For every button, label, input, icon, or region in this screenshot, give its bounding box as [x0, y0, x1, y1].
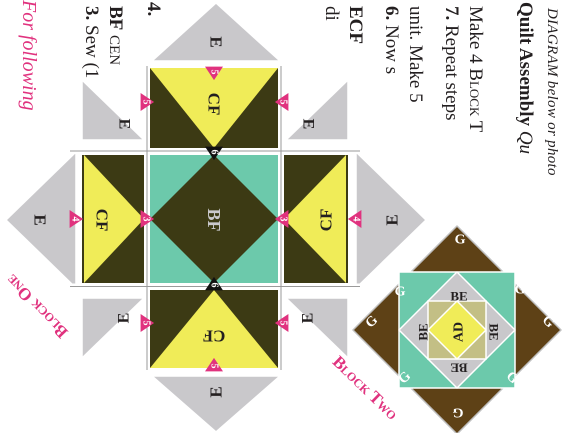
cf-triangle-bottom [150, 290, 278, 368]
step-7: 7. Repeat steps [440, 6, 462, 121]
step-7-make: Make 4 [465, 6, 486, 64]
e-triangle-bottom-right [285, 297, 349, 359]
e-triangle-top [151, 2, 281, 62]
block-two-label-be-bottom: BE [450, 361, 467, 376]
seam-3-left-number: 3 [141, 217, 152, 222]
quilt-assembly-text: Qu [515, 130, 536, 155]
cf-triangle-top [150, 68, 278, 148]
quilt-assembly-heading: Quilt Assembly [515, 2, 536, 127]
seam-6-top-marker [205, 146, 223, 161]
step-3: 3. Sew (1 [80, 6, 102, 78]
seam-5-top-number: 5 [209, 70, 220, 75]
seam-4-right-marker [347, 210, 362, 228]
seam-5-bottom-left-marker [140, 314, 155, 332]
label-e-right: E [383, 214, 402, 225]
step-7-text: Repeat steps [441, 25, 462, 121]
quilt-assembly: Quilt Assembly Qu [514, 2, 536, 154]
e-triangle-top-right [285, 79, 349, 141]
block-two-label-be-right: BE [487, 323, 502, 340]
step-4-fragment-di: di [321, 6, 342, 21]
e-triangle-top-left [81, 79, 145, 141]
block-two-label-g-3: G [515, 283, 526, 298]
block-two-label-g-1: G [455, 233, 466, 248]
block-two-label-ad: AD [452, 322, 467, 342]
seam-5-top-left-marker [140, 93, 155, 111]
quilt-assembly-sub: DIAGRAM below or photo [544, 8, 560, 176]
seam-5-top-right-marker [274, 93, 289, 111]
step-3-bf: BF [105, 6, 126, 31]
step-7-sub: Make 4 Block T [464, 6, 486, 132]
block-two-label-be-top: BE [450, 289, 467, 304]
seam-5-top-left-number: 5 [141, 100, 152, 105]
step-6-sub: unit. Make 5 [405, 6, 426, 103]
label-e-left: E [31, 214, 50, 225]
seam-3-right-marker [274, 210, 289, 228]
label-e-top: E [207, 36, 226, 47]
e-triangle-bottom [151, 375, 281, 433]
block-two-label-g-8: G [452, 405, 463, 420]
step-7-block: Block T [465, 68, 486, 133]
bf-center-diamond [150, 155, 278, 283]
step-3-cen: CEN [106, 35, 122, 66]
step-3-sub: BF CEN [104, 6, 126, 65]
step-4-fragment-ecf: ECF [345, 6, 366, 44]
cf-triangle-left [84, 155, 144, 283]
seam-5-top-right-number: 5 [278, 100, 289, 105]
seam-4-left-number: 4 [70, 217, 81, 222]
seam-6-bottom-marker [205, 276, 223, 291]
label-cf-left: CF [93, 209, 112, 232]
step-4-number: 4. [143, 2, 164, 17]
seam-5-bottom-number: 5 [209, 364, 220, 369]
seam-5-bottom-right-marker [274, 314, 289, 332]
label-e-top-right: E [300, 119, 317, 130]
step-3-number: 3. [81, 6, 102, 21]
label-bf-center: BF [204, 208, 224, 231]
step-7-number: 7. [441, 6, 462, 21]
block-two-label-be-left: BE [416, 323, 431, 340]
label-e-bottom: E [207, 386, 226, 397]
label-e-top-left: E [116, 119, 133, 130]
step-3-text: Sew (1 [81, 25, 102, 79]
seam-5-bottom-marker [205, 357, 223, 372]
e-triangle-bottom-left [81, 297, 145, 359]
step-6: 6. Now s [380, 6, 402, 74]
block-two-label-g-2: G [395, 285, 406, 300]
block-two-ad-diamond [427, 300, 487, 360]
label-cf-right: CF [317, 209, 336, 232]
seam-5-bottom-right-number: 5 [278, 321, 289, 326]
label-cf-bottom: CF [203, 327, 226, 346]
label-e-bottom-left: E [116, 313, 133, 324]
seam-4-right-number: 4 [351, 217, 362, 222]
seam-5-bottom-left-number: 5 [141, 321, 152, 326]
step-6-number: 6. [381, 6, 402, 21]
seam-6-bottom-number: 6 [209, 283, 220, 288]
seam-5-top-marker [205, 66, 223, 81]
step-6-text: Now s [381, 25, 402, 75]
seam-3-right-number: 3 [278, 217, 289, 222]
cf-triangle-right [284, 155, 346, 283]
side-note: For following [18, 0, 40, 111]
seam-4-left-marker [69, 210, 84, 228]
label-cf-top: CF [205, 93, 224, 116]
seam-6-top-number: 6 [209, 150, 220, 155]
label-e-bottom-right: E [300, 313, 317, 324]
seam-3-left-marker [140, 210, 155, 228]
